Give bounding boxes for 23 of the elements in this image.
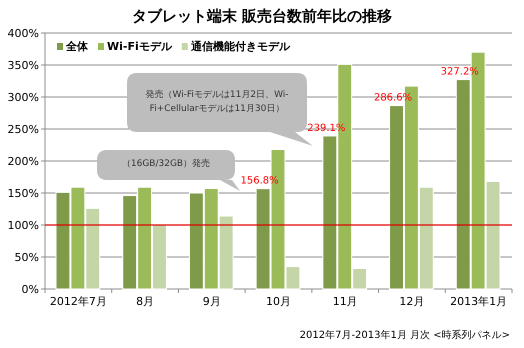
legend-label: Wi-Fiモデル [107,40,173,53]
x-tick-label: 9月 [202,295,221,308]
y-tick-label: 400% [8,27,39,40]
x-tick-label: 2012年7月 [50,295,107,308]
y-tick-label: 350% [8,59,39,72]
y-tick-label: 300% [8,91,39,104]
y-tick-label: 50% [14,251,39,264]
x-tick-label: 2013年1月 [450,295,508,308]
chart-title: タブレット端末 販売台数前年比の推移 [132,7,392,25]
annotation: 発売（Wi-Fiモデルは11月2日、Wi-Fi+Cellularモデルは11月30日） [144,88,290,116]
x-tick-label: 12月 [399,295,424,308]
y-tick-label: 150% [8,187,39,200]
y-tick-label: 100% [8,219,39,232]
y-tick-label: 0% [22,283,39,296]
legend-label: 全体 [65,40,89,53]
x-tick-label: 11月 [332,295,358,308]
annotation: （16GB/32GB）発売 [120,158,212,172]
x-tick-label: 10月 [266,295,291,308]
y-tick-label: 250% [8,123,39,136]
y-tick-label: 200% [8,155,39,168]
x-tick-label: 8月 [136,295,154,308]
text: 2012年7月-2013年1月 月次 <時系列パネル> [300,329,510,341]
legend-label: 通信機能付きモデル [190,40,291,53]
